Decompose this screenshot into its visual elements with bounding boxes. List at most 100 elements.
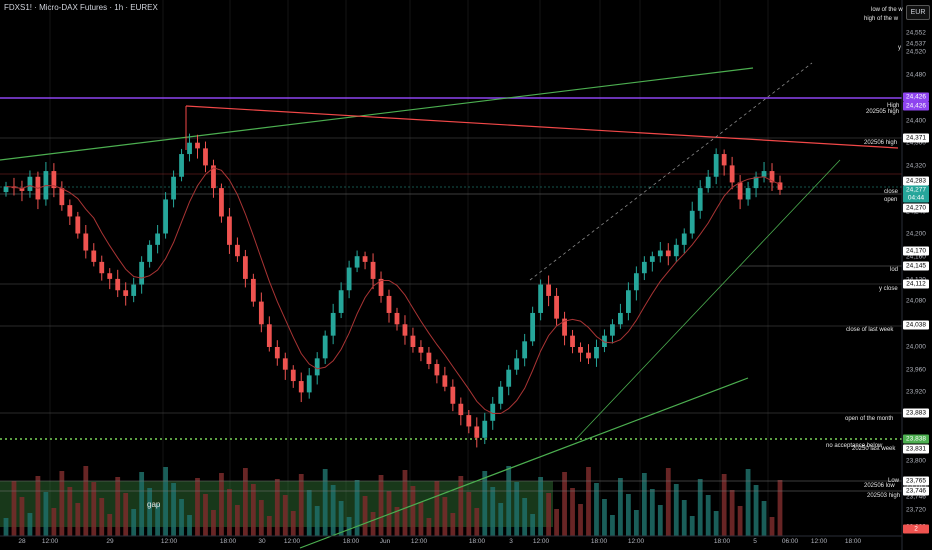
- level-label: no acceptance below: [826, 443, 883, 449]
- candle: [155, 233, 161, 245]
- volume-bar: [35, 476, 41, 536]
- candle: [147, 244, 153, 262]
- level-label: 202506 high: [864, 140, 898, 146]
- volume-bar: [625, 494, 631, 536]
- volume-bar: [274, 479, 280, 536]
- candle: [554, 295, 559, 319]
- volume-bar: [777, 480, 783, 536]
- candle: [123, 290, 129, 296]
- candle: [354, 256, 360, 268]
- volume-bar: [83, 466, 89, 536]
- candle: [338, 290, 344, 313]
- candle: [235, 244, 240, 257]
- volume-bar: [633, 510, 639, 536]
- candles: [3, 133, 783, 448]
- price-badge: 24,277: [903, 185, 929, 195]
- candle: [266, 324, 272, 347]
- time-tick: 12:00: [160, 538, 178, 545]
- volume-bar: [235, 505, 240, 536]
- volume-bar: [721, 474, 727, 536]
- time-tick: 06:00: [781, 538, 799, 545]
- volume-bar: [705, 495, 711, 536]
- candle: [450, 386, 456, 404]
- candle: [322, 335, 328, 359]
- candle: [745, 188, 751, 200]
- candle: [187, 142, 192, 155]
- volume-bar: [689, 516, 695, 536]
- candle: [761, 171, 767, 177]
- candle: [250, 278, 256, 302]
- volume-bar: [697, 479, 703, 536]
- volume-bar: [155, 504, 161, 536]
- candle: [19, 188, 25, 191]
- volume-bar: [19, 497, 25, 536]
- volume-bar: [554, 509, 559, 536]
- candle: [362, 256, 368, 262]
- candle: [506, 369, 512, 387]
- volume-bar: [362, 496, 368, 536]
- volume-bar: [195, 478, 200, 536]
- candle: [402, 324, 408, 336]
- price-tick: 24,200: [906, 230, 926, 238]
- price-badge: 24,270: [903, 203, 929, 213]
- price-tick: 23,920: [906, 388, 926, 396]
- volume-bar: [203, 494, 208, 536]
- volume-bar: [314, 506, 320, 536]
- price-tick: 23,746: [906, 493, 926, 501]
- candle: [769, 171, 775, 183]
- volume-bar: [434, 481, 440, 536]
- volume-bar: [123, 493, 129, 536]
- volume-bar: [729, 490, 735, 536]
- volume-bar: [3, 518, 9, 536]
- candle: [83, 233, 89, 251]
- candle: [737, 182, 743, 200]
- candle: [107, 273, 113, 279]
- candle: [705, 176, 711, 189]
- candle: [466, 415, 472, 427]
- volume-bar: [163, 467, 168, 536]
- volume-bar: [298, 474, 304, 536]
- volume-bar: [649, 489, 655, 536]
- price-tick: 23,765: [906, 483, 926, 490]
- volume-bar: [418, 502, 424, 536]
- candle: [91, 250, 97, 262]
- candle: [27, 176, 33, 191]
- candle: [195, 142, 200, 149]
- volume-bar: [115, 477, 121, 536]
- volume-bar: [482, 471, 488, 536]
- level-lines: [0, 97, 902, 492]
- volume-bar: [665, 468, 671, 536]
- price-badge: 24,283: [903, 176, 929, 186]
- level-label: 202506 low: [864, 483, 895, 489]
- volume-bar: [514, 482, 520, 536]
- candle: [75, 216, 81, 234]
- level-label: close of last week: [846, 327, 894, 333]
- price-badge: 24,426: [903, 92, 929, 102]
- candle: [681, 233, 687, 245]
- note-high-of-week: high of the w: [864, 16, 899, 22]
- candle: [586, 352, 591, 359]
- price-tick: 24,320: [906, 162, 926, 170]
- currency-button[interactable]: EUR: [906, 5, 930, 20]
- candle: [594, 347, 599, 359]
- volume-bar: [258, 500, 264, 536]
- volume-bar: [147, 488, 153, 536]
- chart-title: FDXS1! · Micro-DAX Futures · 1h · EUREX: [4, 3, 158, 12]
- volume-bar: [11, 481, 17, 536]
- candle: [386, 295, 392, 313]
- gap-label: gap: [147, 500, 161, 509]
- volume-bar: [211, 510, 216, 536]
- level-label: Low: [888, 478, 900, 484]
- volume-bar: [737, 506, 743, 536]
- candle: [306, 375, 312, 393]
- volume-bar: [450, 513, 456, 536]
- candle: [753, 176, 759, 189]
- price-tick: 24,000: [906, 343, 926, 351]
- candle: [282, 358, 288, 370]
- candle: [697, 188, 703, 211]
- candle: [665, 250, 671, 257]
- price-badge: 23,838: [903, 434, 929, 444]
- volume-bar: [266, 516, 272, 536]
- note-y: y: [898, 45, 901, 51]
